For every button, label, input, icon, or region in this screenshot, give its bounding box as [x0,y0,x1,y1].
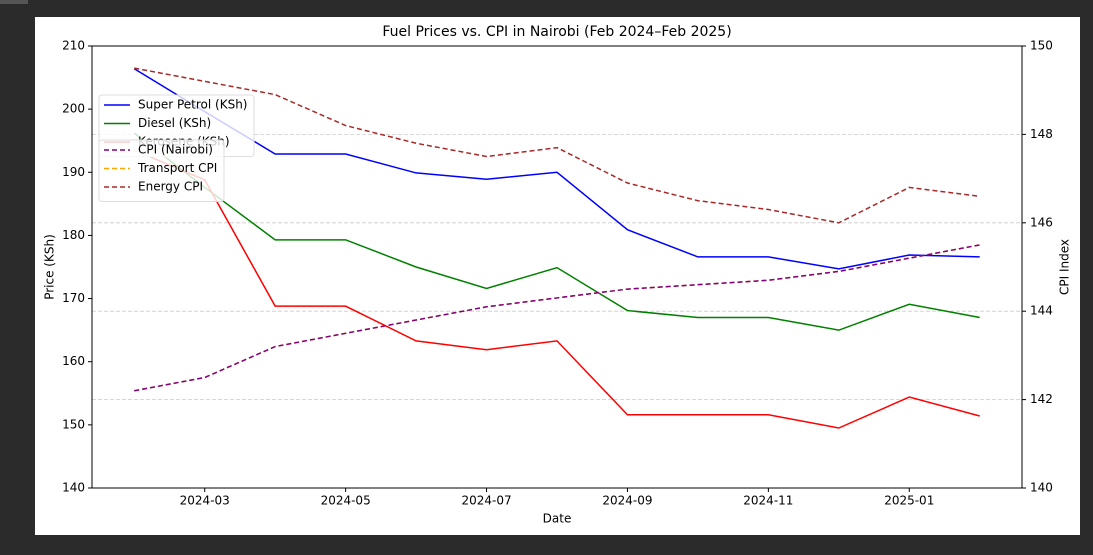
series-line [133,68,980,270]
legend-label: Energy CPI [138,180,203,194]
chart-title: Fuel Prices vs. CPI in Nairobi (Feb 2024… [382,24,731,40]
legend-label: Transport CPI [137,161,217,175]
plot-frame [91,45,1023,489]
legend-label: CPI (Nairobi) [138,143,213,157]
y-axis-label: Price (KSh) [43,234,57,300]
series-line [133,132,980,331]
legend-label: Super Petrol (KSh) [138,98,247,112]
x-tick-label: 2024-11 [743,494,793,508]
y2-tick-label: 144 [1030,304,1053,318]
y2-tick-label: 142 [1030,392,1053,406]
y-tick-label: 200 [62,102,85,116]
y-tick-label: 190 [62,165,85,179]
y2-tick-label: 140 [1030,481,1053,495]
y-tick-label: 160 [62,354,85,368]
y2-tick-label: 148 [1030,127,1053,141]
y-tick-label: 210 [62,39,85,53]
y-tick-label: 150 [62,417,85,431]
x-tick-label: 2024-07 [461,494,511,508]
series-line [134,67,980,224]
x-axis-label: Date [543,512,572,526]
legend-label: Diesel (KSh) [138,116,211,130]
y2-axis-label: CPI Index [1058,239,1072,295]
x-tick-label: 2024-05 [321,494,371,508]
y2-tick-label: 150 [1030,39,1053,53]
x-tick-label: 2024-09 [602,494,652,508]
series-line [133,149,980,429]
y-tick-label: 140 [62,481,85,495]
toolbar-edge [0,0,28,4]
y-tick-label: 180 [62,228,85,242]
x-tick-label: 2025-01 [884,494,934,508]
y2-tick-label: 146 [1030,215,1053,229]
legend-box [98,139,225,202]
y-tick-label: 170 [62,291,85,305]
series-line [134,244,980,392]
x-tick-label: 2024-03 [180,494,230,508]
